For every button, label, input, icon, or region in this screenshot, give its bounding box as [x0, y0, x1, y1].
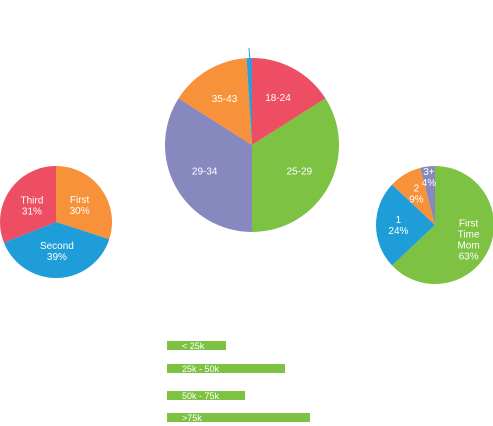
pie-label-line: 9% [409, 195, 424, 206]
bar-label-25k-50k: 25k - 50k [182, 364, 220, 374]
pie-slice-35-43 [178, 58, 252, 145]
pie-label-line: 3+ [423, 167, 435, 178]
pie-label-line: First [459, 219, 479, 230]
pie-label-29-34: 29-34 [192, 167, 218, 178]
pie-label-25-29: 25-29 [287, 167, 313, 178]
pie-slice-1 [375, 184, 435, 266]
pie-label-line: First [70, 195, 90, 206]
bar-chart-income: < 25k 25k - 50k 50k - 75k >75k [167, 341, 310, 423]
pie-leader-line [248, 47, 251, 61]
pie-slice-first-time-mom [391, 166, 493, 284]
pie-label-line: Mom [457, 241, 479, 252]
pie-label-line: 29-34 [192, 167, 218, 178]
pie-label-line: Time [458, 230, 480, 241]
pie-label-line: 35-43 [212, 94, 238, 105]
pie-label-line: 39% [47, 252, 67, 263]
pie-label-3: 3+ 4% [422, 167, 437, 189]
pie-slice-3 [420, 166, 435, 225]
pie-label-line: 1 [396, 215, 402, 226]
bar-75k [167, 413, 310, 422]
pie-chart-children: First Time Mom 63%1 24%2 9%3+ 4% [375, 166, 493, 284]
pie-label-line: 4% [422, 178, 437, 189]
pie-slice-second [3, 222, 110, 278]
pie-label-line: 25-29 [287, 167, 313, 178]
bar-label-25k: < 25k [182, 341, 205, 351]
pie-label-line: 24% [388, 226, 408, 237]
pie-label-1: 1 24% [388, 215, 408, 237]
bar-label-75k: >75k [182, 413, 202, 423]
pie-slice-2 [391, 167, 435, 225]
pie-label-18-24: 18-24 [265, 93, 291, 104]
pie-chart-age: 18-24 25-29 29-34 35-43 [164, 57, 340, 232]
pie-slice-first [56, 166, 112, 240]
pie-label-35-43: 35-43 [212, 94, 238, 105]
bar-50k-75k [167, 391, 245, 400]
pie-label-2: 2 9% [409, 184, 424, 206]
pie-slice-25-29 [252, 98, 340, 232]
pie-slice-18-24 [252, 58, 326, 145]
pie-label-line: Second [40, 241, 74, 252]
pie-chart-child-order: First 30% Second 39% Third 31% [0, 166, 112, 278]
pie-slice-third [0, 166, 56, 243]
pie-label-line: 63% [459, 252, 479, 263]
bar-25k-50k [167, 364, 285, 373]
pie-label-first-time-mom: First Time Mom 63% [457, 219, 479, 263]
bar-label-50k-75k: 50k - 75k [182, 391, 220, 401]
pie-label-third: Third 31% [21, 196, 44, 218]
pie-slice-29-34 [164, 98, 252, 232]
pie-label-line: 31% [22, 207, 42, 218]
pie-slice-slice-4 [246, 57, 252, 145]
pie-label-line: 2 [414, 184, 420, 195]
pie-label-line: 18-24 [265, 93, 291, 104]
bar-25k [167, 341, 226, 350]
pie-label-line: 30% [70, 206, 90, 217]
pie-label-line: Third [21, 196, 44, 207]
pie-label-second: Second 39% [40, 241, 74, 263]
pie-label-first: First 30% [70, 195, 90, 217]
